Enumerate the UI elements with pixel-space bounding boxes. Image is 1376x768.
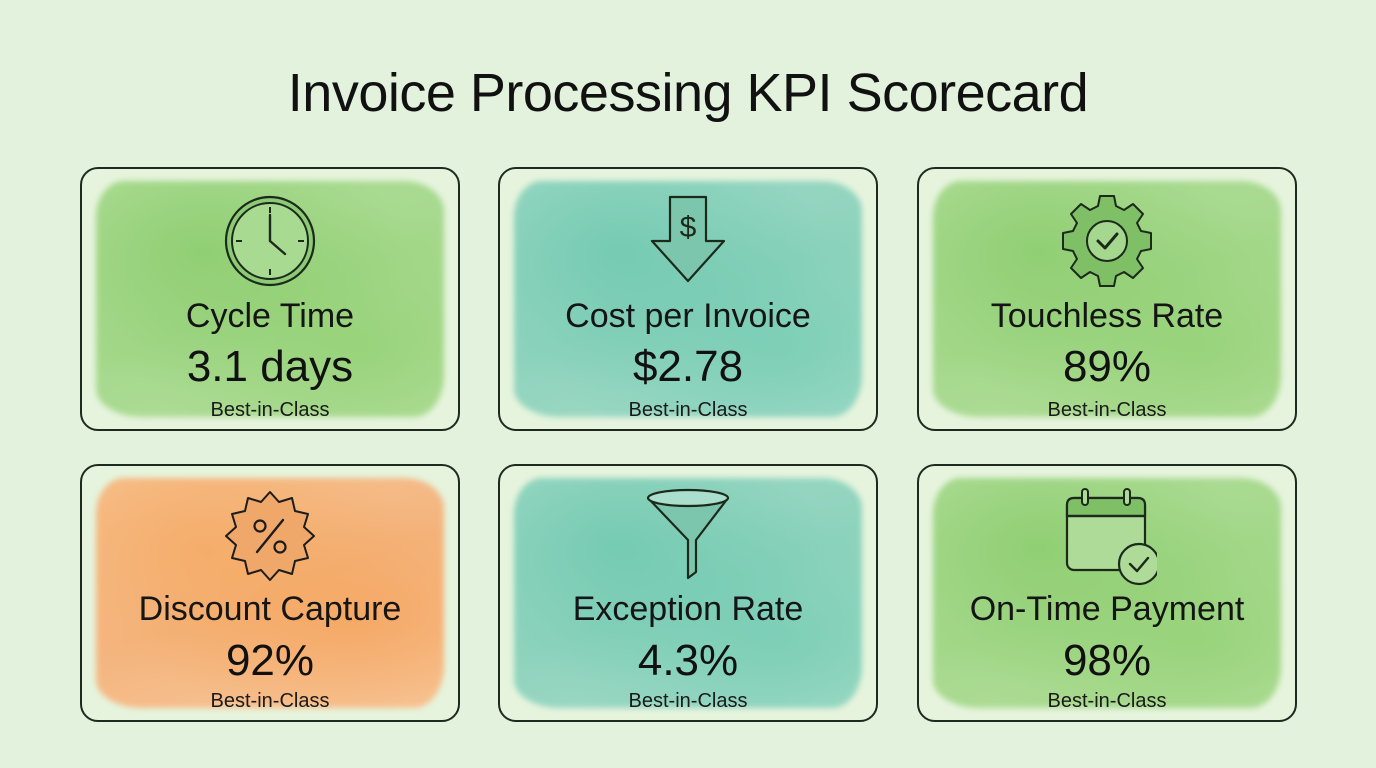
gear-check-icon: [1062, 195, 1152, 287]
kpi-label: Cost per Invoice: [565, 297, 811, 335]
kpi-card-cost-per-invoice: $ Cost per Invoice $2.78 Best-in-Class: [498, 167, 878, 431]
kpi-benchmark: Best-in-Class: [210, 399, 330, 421]
kpi-label: Exception Rate: [572, 590, 804, 628]
kpi-value: 89%: [1062, 342, 1152, 391]
kpi-value: 92%: [225, 636, 315, 685]
clock-icon: [224, 195, 316, 287]
svg-text:$: $: [680, 211, 697, 244]
kpi-value: 3.1 days: [186, 342, 354, 391]
kpi-benchmark: Best-in-Class: [210, 690, 330, 712]
kpi-card-on-time-payment: On-Time Payment 98% Best-in-Class: [917, 464, 1297, 722]
kpi-value: 4.3%: [637, 636, 739, 685]
dollar-down-arrow-icon: $: [650, 195, 726, 283]
kpi-label: Touchless Rate: [990, 297, 1224, 335]
kpi-benchmark: Best-in-Class: [1047, 690, 1167, 712]
kpi-label: On-Time Payment: [969, 590, 1245, 628]
kpi-value: $2.78: [632, 342, 744, 391]
kpi-benchmark: Best-in-Class: [628, 399, 748, 421]
kpi-benchmark: Best-in-Class: [1047, 399, 1167, 421]
kpi-value: 98%: [1062, 636, 1152, 685]
page-title: Invoice Processing KPI Scorecard: [287, 63, 1089, 123]
funnel-icon: [646, 488, 730, 580]
kpi-label: Discount Capture: [138, 590, 402, 628]
kpi-card-cycle-time: Cycle Time 3.1 days Best-in-Class: [80, 167, 460, 431]
kpi-card-touchless-rate: Touchless Rate 89% Best-in-Class: [917, 167, 1297, 431]
calendar-check-icon: [1065, 488, 1157, 586]
kpi-card-exception-rate: Exception Rate 4.3% Best-in-Class: [498, 464, 878, 722]
percent-badge-icon: [225, 491, 315, 581]
kpi-benchmark: Best-in-Class: [628, 690, 748, 712]
kpi-card-discount-capture: Discount Capture 92% Best-in-Class: [80, 464, 460, 722]
kpi-label: Cycle Time: [185, 297, 355, 335]
